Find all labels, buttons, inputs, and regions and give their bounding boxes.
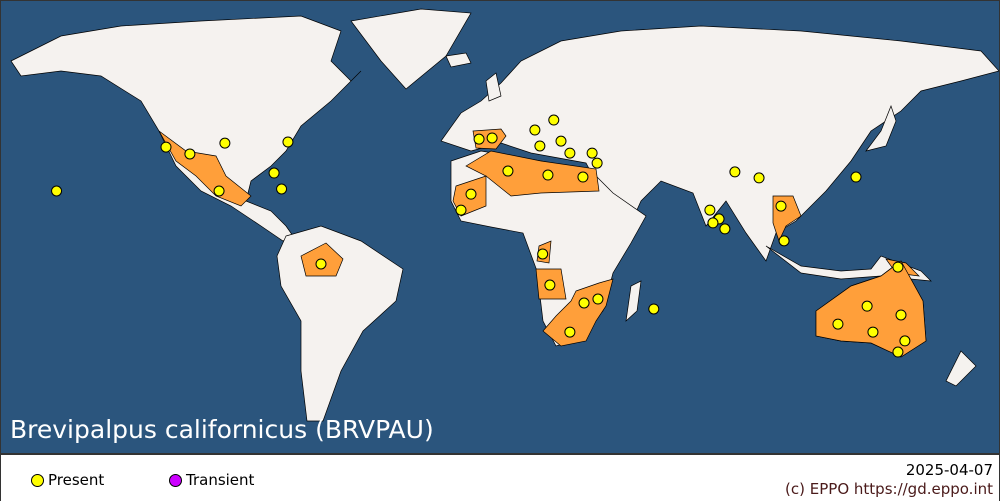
record-marker-present[interactable] bbox=[719, 223, 731, 235]
record-marker-present[interactable] bbox=[184, 148, 196, 160]
record-marker-present[interactable] bbox=[455, 204, 467, 216]
record-marker-present[interactable] bbox=[544, 279, 556, 291]
record-marker-present[interactable] bbox=[486, 132, 498, 144]
record-marker-present[interactable] bbox=[704, 204, 716, 216]
record-marker-present[interactable] bbox=[548, 114, 560, 126]
record-marker-present[interactable] bbox=[899, 335, 911, 347]
record-marker-present[interactable] bbox=[268, 167, 280, 179]
record-marker-present[interactable] bbox=[867, 326, 879, 338]
record-marker-present[interactable] bbox=[592, 293, 604, 305]
map-svg bbox=[10, 8, 1000, 422]
record-marker-present[interactable] bbox=[778, 235, 790, 247]
record-marker-present[interactable] bbox=[578, 297, 590, 309]
iceland bbox=[445, 52, 472, 68]
record-marker-present[interactable] bbox=[537, 248, 549, 260]
record-marker-present[interactable] bbox=[591, 157, 603, 169]
record-marker-present[interactable] bbox=[564, 326, 576, 338]
record-marker-present[interactable] bbox=[850, 171, 862, 183]
region-north-africa bbox=[465, 150, 600, 197]
record-marker-present[interactable] bbox=[465, 188, 477, 200]
record-marker-present[interactable] bbox=[219, 137, 231, 149]
map-title: Brevipalpus californicus (BRVPAU) bbox=[10, 415, 434, 444]
legend-transient-label: Transient bbox=[186, 471, 255, 489]
region-mexico bbox=[158, 130, 252, 207]
record-marker-present[interactable] bbox=[315, 258, 327, 270]
record-marker-present[interactable] bbox=[564, 147, 576, 159]
record-marker-present[interactable] bbox=[648, 303, 660, 315]
record-marker-present[interactable] bbox=[529, 124, 541, 136]
record-marker-present[interactable] bbox=[282, 136, 294, 148]
record-marker-present[interactable] bbox=[707, 217, 719, 229]
record-marker-present[interactable] bbox=[895, 309, 907, 321]
record-marker-present[interactable] bbox=[892, 261, 904, 273]
transient-dot-icon bbox=[169, 473, 182, 487]
greenland bbox=[350, 8, 472, 90]
map-date: 2025-04-07 bbox=[905, 461, 993, 479]
record-marker-present[interactable] bbox=[892, 346, 904, 358]
record-marker-present[interactable] bbox=[586, 147, 598, 159]
record-marker-present[interactable] bbox=[861, 300, 873, 312]
record-marker-present[interactable] bbox=[502, 165, 514, 177]
record-marker-present[interactable] bbox=[213, 185, 225, 197]
legend-present-label: Present bbox=[48, 471, 105, 489]
record-marker-present[interactable] bbox=[753, 172, 765, 184]
record-marker-present[interactable] bbox=[729, 166, 741, 178]
present-dot-icon bbox=[31, 473, 44, 487]
north-america bbox=[10, 15, 362, 242]
legend: Present Transient 2025-04-07 (c) EPPO ht… bbox=[1, 453, 999, 502]
record-marker-present[interactable] bbox=[473, 133, 485, 145]
record-marker-present[interactable] bbox=[276, 183, 288, 195]
legend-present: Present bbox=[31, 471, 104, 489]
legend-transient: Transient bbox=[169, 471, 254, 489]
south-america bbox=[276, 225, 404, 422]
land-masses bbox=[10, 8, 1000, 422]
record-marker-present[interactable] bbox=[775, 200, 787, 212]
record-marker-present[interactable] bbox=[577, 171, 589, 183]
copyright-link[interactable]: (c) EPPO https://gd.eppo.int bbox=[785, 480, 993, 498]
record-marker-present[interactable] bbox=[555, 135, 567, 147]
record-marker-present[interactable] bbox=[160, 141, 172, 153]
record-marker-present[interactable] bbox=[534, 140, 546, 152]
uk bbox=[485, 72, 502, 102]
new-zealand bbox=[945, 350, 977, 387]
world-map bbox=[1, 1, 1000, 453]
record-marker-present[interactable] bbox=[51, 185, 63, 197]
japan bbox=[865, 104, 897, 152]
record-markers bbox=[51, 114, 911, 358]
record-marker-present[interactable] bbox=[542, 169, 554, 181]
record-marker-present[interactable] bbox=[832, 318, 844, 330]
madagascar bbox=[625, 280, 642, 322]
